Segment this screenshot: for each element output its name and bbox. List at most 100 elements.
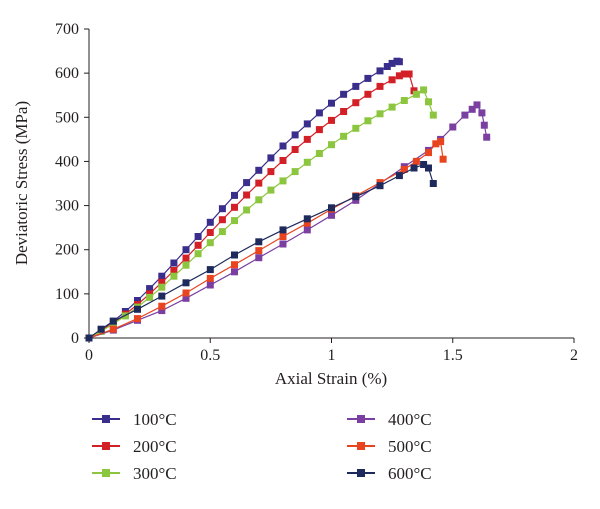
data-point: [279, 157, 287, 164]
data-point: [158, 292, 166, 300]
data-point: [206, 266, 214, 274]
data-point: [206, 239, 214, 247]
data-point: [267, 154, 275, 162]
data-point: [231, 203, 238, 211]
data-point: [255, 247, 263, 255]
y-tick-label: 700: [55, 21, 79, 38]
data-point: [303, 120, 311, 128]
data-point: [340, 132, 348, 140]
legend-swatch-marker: [102, 442, 110, 450]
data-point: [243, 179, 251, 187]
data-point: [158, 307, 166, 315]
data-point: [243, 206, 251, 214]
data-point: [439, 155, 447, 163]
data-point: [146, 285, 154, 293]
data-point: [412, 90, 420, 98]
data-point: [134, 305, 141, 313]
data-point: [255, 238, 263, 246]
data-point: [352, 82, 360, 90]
data-point: [303, 226, 311, 234]
data-point: [315, 109, 323, 117]
data-point: [352, 196, 360, 204]
data-point: [376, 182, 384, 190]
data-point: [388, 59, 396, 67]
data-point: [328, 204, 335, 212]
data-point: [364, 117, 372, 125]
data-point: [146, 293, 154, 301]
data-point: [231, 191, 238, 199]
data-point: [255, 166, 263, 174]
data-point: [437, 138, 445, 146]
data-point: [194, 233, 202, 240]
data-point: [134, 297, 141, 304]
data-point: [478, 109, 486, 117]
data-point: [383, 63, 391, 70]
x-tick-label: 0: [85, 347, 93, 364]
data-point: [303, 158, 311, 166]
data-point: [279, 226, 287, 234]
x-tick-label: 0.5: [200, 347, 220, 364]
data-point: [279, 233, 287, 240]
legend: 100°C 200°C 300°C 400°C 500°C 600°C: [92, 410, 432, 483]
data-point: [158, 272, 166, 280]
legend-label: 100°C: [133, 410, 177, 429]
data-point: [170, 259, 178, 267]
series-layer: [85, 57, 491, 342]
data-point: [267, 168, 275, 176]
data-point: [134, 315, 141, 323]
data-point: [480, 121, 488, 129]
data-point: [206, 274, 214, 282]
data-point: [243, 191, 251, 199]
data-point: [400, 97, 408, 104]
data-point: [429, 111, 437, 119]
data-point: [328, 141, 335, 149]
data-point: [432, 140, 440, 148]
data-point: [218, 228, 226, 236]
legend-label: 200°C: [133, 437, 177, 456]
data-point: [405, 70, 413, 78]
data-point: [400, 165, 408, 173]
legend-item: 600°C: [347, 464, 432, 483]
data-point: [170, 272, 178, 280]
data-point: [376, 67, 384, 75]
data-point: [231, 217, 238, 225]
data-point: [194, 250, 202, 258]
data-point: [182, 254, 190, 262]
data-point: [420, 161, 428, 168]
data-point: [468, 105, 476, 113]
data-point: [425, 98, 432, 106]
data-point: [255, 196, 263, 204]
data-point: [279, 240, 287, 248]
data-point: [483, 133, 491, 141]
legend-label: 500°C: [388, 437, 432, 456]
data-point: [109, 317, 117, 325]
data-point: [291, 146, 299, 153]
legend-swatch-marker: [102, 415, 110, 423]
series-3: [85, 101, 491, 342]
data-point: [182, 294, 190, 302]
data-point: [255, 179, 263, 187]
axes: 0 100 200 300 400 500 600 700 0 0.5 1 1.5 2: [55, 21, 578, 364]
data-point: [328, 211, 335, 219]
data-point: [328, 99, 335, 107]
x-axis-title: Axial Strain (%): [275, 369, 387, 388]
data-point: [395, 58, 403, 66]
data-point: [352, 193, 360, 201]
data-point: [376, 110, 384, 118]
legend-item: 300°C: [92, 464, 177, 483]
data-point: [291, 168, 299, 176]
data-point: [206, 229, 214, 236]
data-point: [412, 157, 420, 165]
data-point: [388, 76, 396, 84]
data-point: [328, 116, 335, 124]
data-point: [303, 219, 311, 227]
series-5: [85, 161, 437, 342]
data-point: [364, 90, 372, 98]
y-tick-label: 200: [55, 242, 79, 259]
legend-item: 400°C: [347, 410, 432, 429]
y-tick-label: 400: [55, 153, 79, 170]
data-point: [231, 261, 238, 269]
data-point: [109, 325, 117, 333]
